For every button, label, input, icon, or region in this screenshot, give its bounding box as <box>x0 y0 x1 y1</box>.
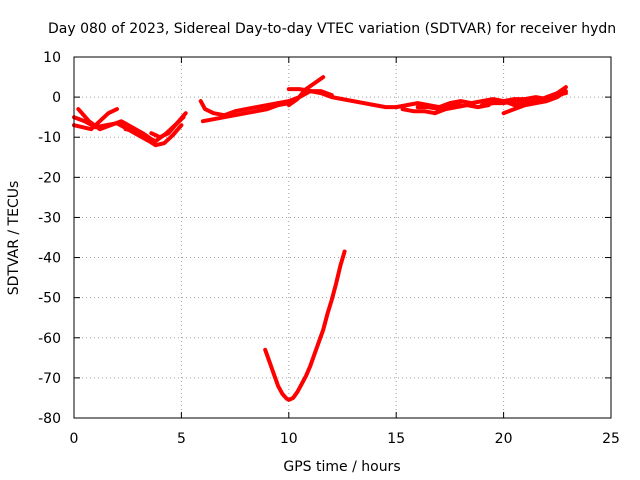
y-tick-label: 0 <box>52 90 61 106</box>
x-tick-label: 0 <box>70 431 79 447</box>
x-tick-label: 25 <box>602 431 620 447</box>
y-tick-label: -60 <box>38 331 61 347</box>
y-tick-label: -20 <box>38 170 61 186</box>
series-layer <box>72 75 568 402</box>
series-dip-arc <box>263 249 347 402</box>
plot-frame <box>73 56 612 419</box>
x-tick-label: 5 <box>177 431 186 447</box>
y-axis-label: SDTVAR / TECUs <box>6 181 22 296</box>
y-tick-label: -50 <box>38 291 61 307</box>
series-arc-c <box>72 107 119 132</box>
x-tick-label: 15 <box>387 431 405 447</box>
y-tick-label: -30 <box>38 210 61 226</box>
series-arc-m <box>415 103 463 112</box>
series-arc-p <box>480 97 528 108</box>
series-arc-j <box>286 87 334 98</box>
series-arc-l <box>400 103 491 116</box>
y-tick-label: -10 <box>38 130 61 146</box>
series-arc-e <box>149 111 188 140</box>
series-arc-f <box>198 99 281 118</box>
series-arc-g <box>200 101 291 124</box>
y-tick-label: 10 <box>43 50 61 66</box>
x-axis-label: GPS time / hours <box>283 459 400 475</box>
chart-title: Day 080 of 2023, Sidereal Day-to-day VTE… <box>48 21 616 37</box>
x-tick-label: 10 <box>280 431 298 447</box>
axis-ticks: 0 5 10 15 20 25 10 0 -10 -20 -30 -40 -50 -60 -70 -80 <box>38 50 620 447</box>
y-tick-label: -70 <box>38 371 61 387</box>
x-tick-label: 20 <box>495 431 513 447</box>
y-tick-label: -80 <box>38 411 61 427</box>
y-tick-label: -40 <box>38 251 61 267</box>
series-arc-o <box>501 89 568 116</box>
